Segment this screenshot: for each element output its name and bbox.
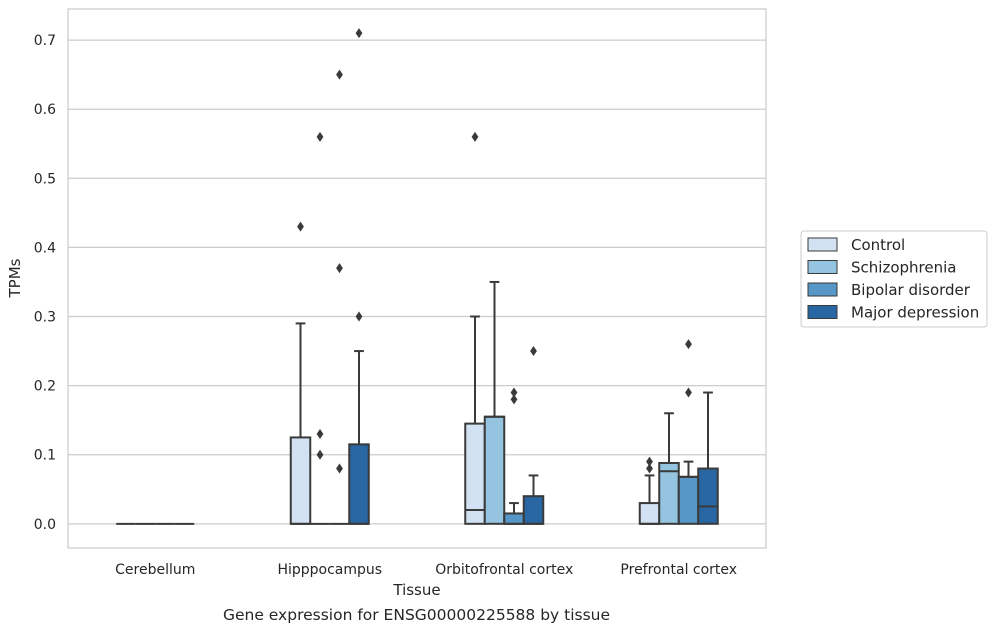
box	[464, 422, 486, 525]
y-tick-label: 0.1	[34, 448, 56, 464]
box-group	[658, 412, 680, 525]
box	[348, 443, 370, 525]
figure-caption: Gene expression for ENSG00000225588 by t…	[222, 606, 611, 624]
outlier-point	[316, 131, 324, 142]
x-tick-label: Cerebellum	[115, 562, 195, 578]
box-group	[310, 131, 330, 525]
box	[522, 495, 545, 525]
plot-frame	[67, 8, 767, 549]
y-tick-labels: 0.0 0.1 0.2 0.3 0.4 0.5 0.6 0.7	[34, 33, 56, 533]
outlier-point	[646, 463, 653, 474]
outlier-point	[355, 311, 363, 322]
y-tick-label: 0.7	[34, 33, 56, 49]
legend-frame	[800, 230, 988, 328]
box-group	[289, 221, 312, 525]
box-group	[483, 280, 506, 525]
box-group	[638, 456, 661, 525]
box-group	[522, 346, 545, 525]
legend-label: Control	[851, 236, 905, 254]
y-tick-label: 0.0	[34, 517, 56, 533]
grid-lines	[68, 39, 766, 525]
box	[483, 415, 506, 525]
outlier-point	[336, 69, 343, 80]
box-group	[329, 69, 350, 525]
outlier-point	[336, 263, 343, 274]
box	[289, 436, 312, 525]
x-axis-label: Tissue	[392, 581, 440, 599]
outlier-point	[471, 131, 479, 142]
plot-marks	[116, 28, 719, 525]
y-tick-label: 0.5	[34, 171, 56, 187]
legend: Control Schizophrenia Bipolar disorder Majo…	[800, 230, 988, 328]
y-tick-label: 0.6	[34, 102, 56, 118]
outlier-point	[530, 346, 537, 357]
outlier-point	[510, 394, 518, 405]
outlier-point	[336, 463, 343, 474]
outlier-point	[297, 221, 304, 232]
x-tick-labels: Cerebellum Hipppocampus Orbitofrontal cort…	[115, 562, 737, 578]
outlier-point	[646, 456, 653, 467]
y-axis-label: TPMs	[6, 258, 24, 298]
legend-label: Bipolar disorder	[851, 281, 971, 299]
box	[503, 512, 525, 525]
box-group	[677, 339, 700, 525]
box	[638, 502, 661, 525]
box-group	[464, 131, 486, 525]
x-tick-label: Orbitofrontal cortex	[435, 562, 573, 578]
box	[697, 467, 719, 525]
outlier-point	[316, 428, 324, 439]
box-group	[697, 391, 719, 525]
box-group	[503, 387, 525, 525]
outlier-point	[510, 387, 518, 398]
legend-label: Schizophrenia	[851, 259, 956, 277]
legend-swatch	[807, 260, 838, 274]
y-tick-label: 0.4	[34, 240, 56, 256]
legend-label: Major depression	[851, 304, 979, 322]
outlier-point	[316, 449, 324, 460]
legend-swatch	[807, 237, 838, 252]
box-group	[348, 28, 370, 525]
x-tick-label: Hipppocampus	[277, 562, 382, 578]
outlier-point	[685, 339, 692, 350]
y-tick-label: 0.2	[34, 379, 56, 395]
legend-swatch	[807, 305, 838, 319]
y-tick-label: 0.3	[34, 310, 56, 326]
box	[677, 475, 700, 525]
x-tick-label: Prefrontal cortex	[620, 562, 737, 578]
outlier-point	[685, 387, 692, 398]
legend-swatch	[807, 282, 838, 297]
outlier-point	[355, 28, 363, 39]
